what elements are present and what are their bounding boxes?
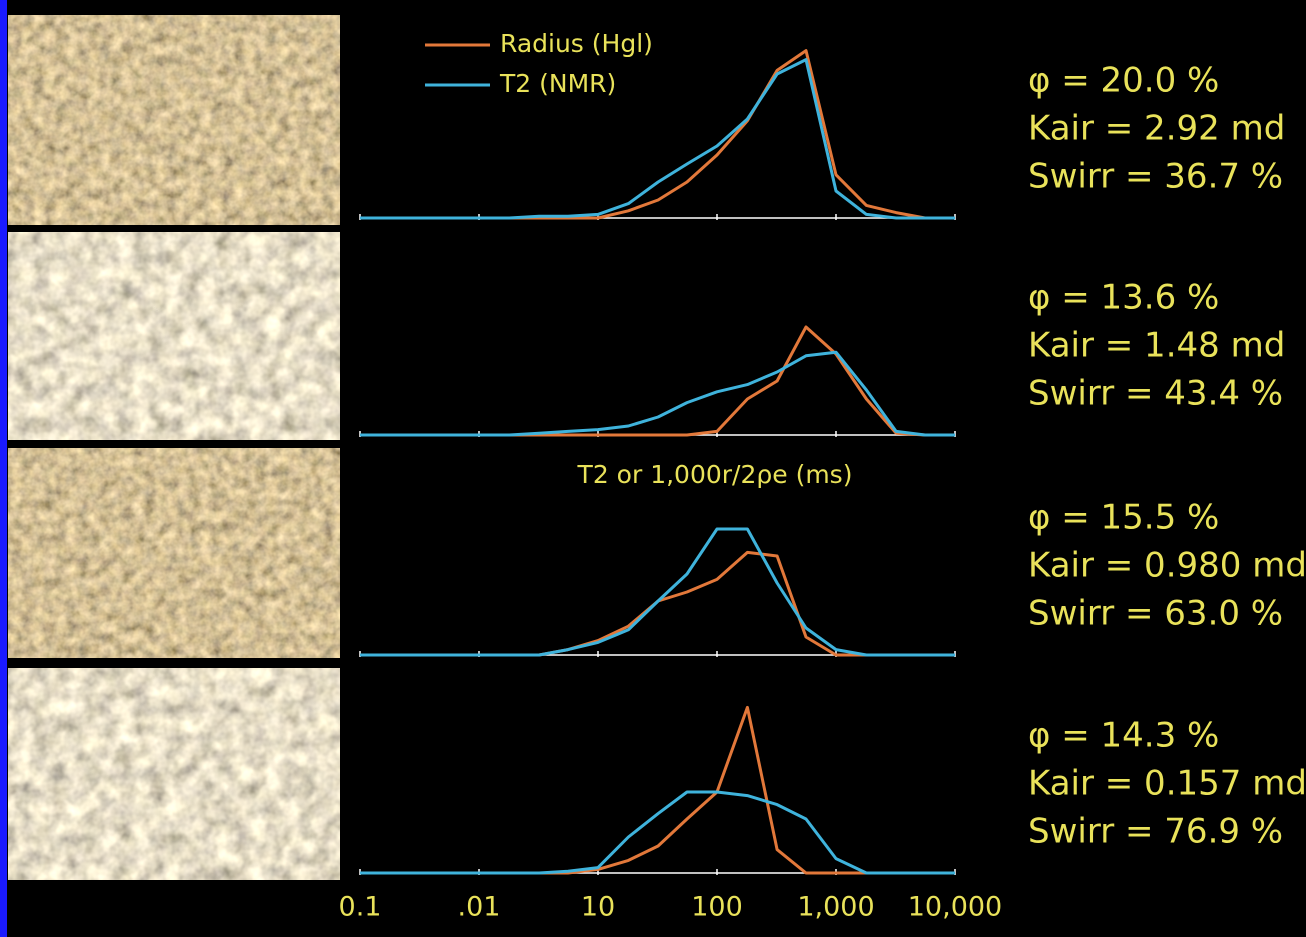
thin-section-photo [8,448,340,658]
annotation: Kair = 2.92 md [1028,109,1285,149]
x-tick-label: 10 [581,892,615,923]
annotation: φ = 20.0 % [1028,61,1219,101]
annotation: Swirr = 43.4 % [1028,374,1283,414]
annotation: Kair = 1.48 md [1028,326,1285,366]
thin-section-photo [8,232,340,440]
x-tick-label: 0.1 [339,892,382,923]
legend-label: T2 (NMR) [499,69,616,98]
annotation: φ = 14.3 % [1028,716,1219,756]
annotation: φ = 15.5 % [1028,498,1219,538]
legend-label: Radius (Hgl) [500,29,653,58]
figure: Radius (Hgl) T2 (NMR) φ = 20.0 % Kair = 2.9… [0,0,1306,937]
annotation: φ = 13.6 % [1028,278,1219,318]
edge-strip [0,0,7,937]
annotation: Kair = 0.157 md [1028,764,1306,804]
thin-section-photo [8,15,340,225]
x-axis-title: T2 or 1,000r/2ρe (ms) [577,460,853,489]
thin-section-photo [8,668,340,880]
annotation: Swirr = 76.9 % [1028,812,1283,852]
x-tick-label: .01 [458,892,501,923]
annotation: Swirr = 36.7 % [1028,157,1283,197]
x-tick-label: 10,000 [908,892,1002,923]
annotation: Swirr = 63.0 % [1028,594,1283,634]
annotation: Kair = 0.980 md [1028,546,1306,586]
x-tick-label: 100 [691,892,743,923]
x-tick-label: 1,000 [797,892,874,923]
